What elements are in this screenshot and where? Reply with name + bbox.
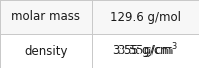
Bar <box>92 0 199 34</box>
Bar <box>92 34 199 68</box>
Text: density: density <box>24 44 67 58</box>
Text: 3.55 g/cm$^3$: 3.55 g/cm$^3$ <box>112 41 178 61</box>
Text: molar mass: molar mass <box>11 10 80 24</box>
Bar <box>0 0 92 34</box>
Text: 3.55 g/cm: 3.55 g/cm <box>116 44 175 58</box>
Text: 129.6 g/mol: 129.6 g/mol <box>110 10 181 24</box>
Text: $\mathregular{3.55 g/cm}$: $\mathregular{3.55 g/cm}$ <box>117 43 174 59</box>
Bar <box>92 34 199 68</box>
Bar <box>0 34 92 68</box>
